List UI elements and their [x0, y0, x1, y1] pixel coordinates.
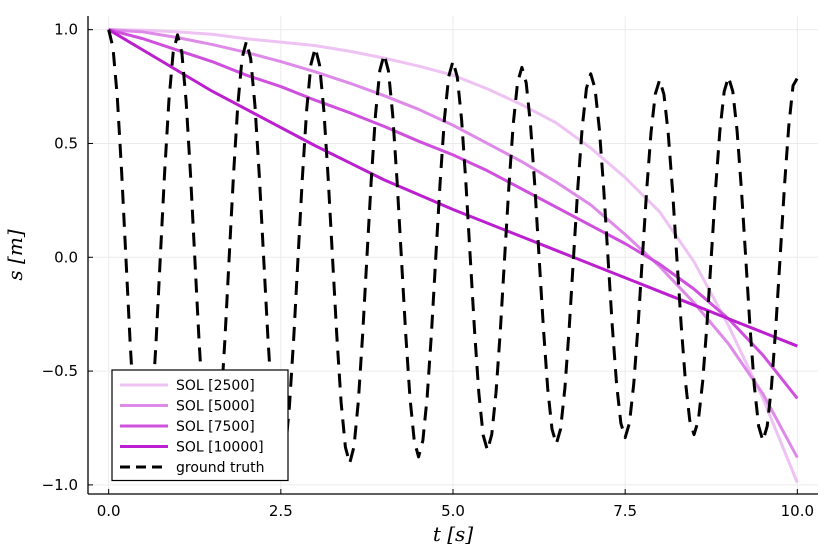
y-axis-label: s [m] [3, 229, 27, 280]
grid-lines [88, 16, 818, 494]
y-tick-label: 0.0 [54, 248, 78, 266]
x-tick-label: 7.5 [613, 502, 637, 520]
legend-label: SOL [5000] [176, 399, 255, 415]
legend-label: SOL [2500] [176, 378, 255, 394]
y-tick-label: −0.5 [42, 362, 78, 380]
series-line-sol-7500 [108, 28, 799, 400]
x-tick-label: 5.0 [441, 502, 465, 520]
legend-label: ground truth [176, 460, 264, 476]
series-line-ground-truth [107, 29, 799, 485]
x-axis-label: t [s] [433, 522, 473, 546]
x-tick-label: 10.0 [781, 502, 814, 520]
y-tick-label: 0.5 [54, 134, 78, 152]
x-tick-label: 2.5 [269, 502, 293, 520]
series-line-sol-2500 [108, 28, 799, 484]
legend-label: SOL [10000] [176, 440, 264, 456]
y-tick-label: 1.0 [54, 21, 78, 39]
series-lines [107, 28, 799, 485]
tick-labels: 0.0 2.5 5.0 7.5 10.0 −1.0 −0.5 0.0 0.5 1.0 [42, 21, 814, 520]
x-tick-label: 0.0 [97, 502, 121, 520]
series-line-sol-10000 [107, 28, 798, 348]
series-line-sol-5000 [108, 28, 799, 459]
legend: SOL [2500] SOL [5000] SOL [7500] SOL [10000… [111, 369, 289, 482]
legend-label: SOL [7500] [176, 419, 255, 435]
axes [87, 16, 818, 495]
y-tick-label: −1.0 [42, 476, 78, 494]
